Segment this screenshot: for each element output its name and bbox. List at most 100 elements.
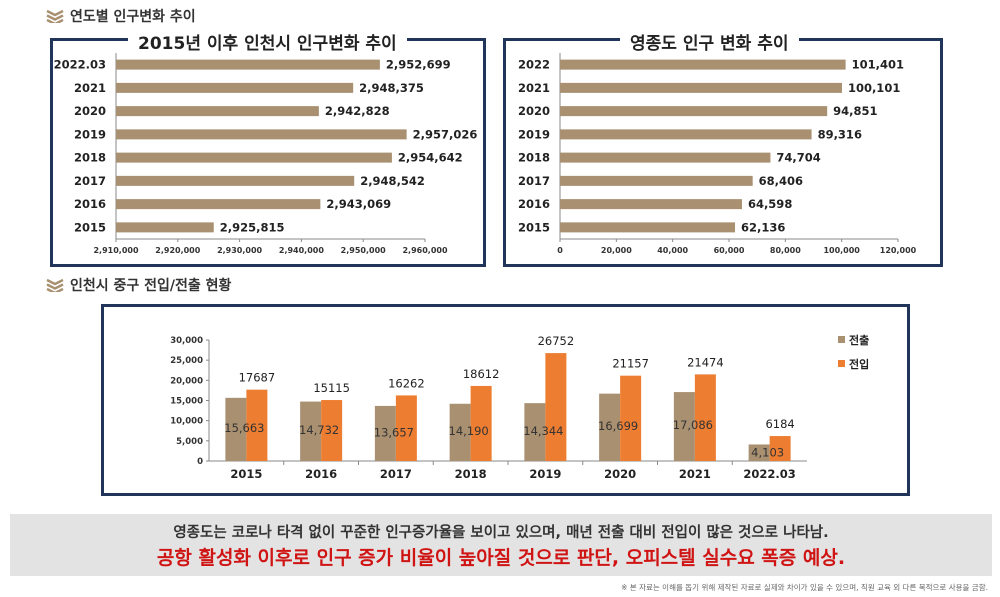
move-out-bar xyxy=(673,392,695,461)
yeongjong-value-label: 74,704 xyxy=(776,151,820,165)
migration-category-label: 2015 xyxy=(230,467,262,481)
yeongjong-category-label: 2018 xyxy=(518,151,550,165)
incheon-category-label: 2015 xyxy=(74,220,106,234)
migration-y-tick-label: 10,000 xyxy=(170,417,203,427)
section-title-migration-text: 인천시 중구 전입/전출 현황 xyxy=(70,278,232,294)
yeongjong-category-label: 2015 xyxy=(518,220,550,234)
move-in-bar xyxy=(246,389,268,461)
yeongjong-x-tick-label: 0 xyxy=(557,246,563,255)
footnote: ※ 본 자료는 이해를 돕기 위해 제작된 자료로 실제와 차이가 있을 수 있… xyxy=(621,583,988,592)
yeongjong-bar xyxy=(560,129,812,140)
incheon-value-label: 2,948,375 xyxy=(359,81,424,95)
yeongjong-category-label: 2020 xyxy=(518,104,550,118)
migration-category-label: 2018 xyxy=(455,467,487,481)
yeongjong-bar xyxy=(560,152,771,163)
move-in-value-label: 15115 xyxy=(313,381,350,395)
move-in-bar xyxy=(694,374,716,461)
summary-line-2: 공항 활성화 이후로 인구 증가 비율이 높아질 것으로 판단, 오피스텔 실수… xyxy=(156,547,846,569)
yeongjong-value-label: 64,598 xyxy=(748,197,792,211)
yeongjong-value-label: 101,401 xyxy=(852,58,904,72)
move-in-value-label: 26752 xyxy=(538,334,575,348)
yeongjong-chart-title: 영종도 인구 변화 추이 xyxy=(620,29,799,54)
incheon-bar xyxy=(116,222,214,233)
move-out-value-label: 14,344 xyxy=(523,424,563,438)
move-in-bar xyxy=(620,375,642,461)
legend-move-out-swatch xyxy=(838,336,845,343)
section-title-annual-text: 연도별 인구변화 추이 xyxy=(70,9,196,25)
yeongjong-bar xyxy=(560,82,842,93)
move-out-bar xyxy=(225,397,247,461)
summary-line-1: 영종도는 코로나 타격 없이 꾸준한 인구증가율을 보이고 있으며, 매년 전출… xyxy=(173,525,829,541)
incheon-category-label: 2017 xyxy=(74,174,106,188)
incheon-x-tick-label: 2,920,000 xyxy=(155,246,200,255)
move-out-bar xyxy=(599,393,621,461)
migration-category-label: 2019 xyxy=(529,467,561,481)
incheon-chart-title: 2015년 이후 인천시 인구변화 추이 xyxy=(128,29,407,54)
move-in-bar xyxy=(769,436,791,461)
yeongjong-value-label: 100,101 xyxy=(848,81,900,95)
migration-y-tick-label: 0 xyxy=(197,457,203,467)
move-out-bar xyxy=(748,444,770,461)
move-in-value-label: 21157 xyxy=(612,357,649,371)
incheon-category-label: 2018 xyxy=(74,151,106,165)
migration-chart-panel: 0 5,000 10,000 15,000 20,000 25,000 30,000 2015… xyxy=(101,304,910,496)
yeongjong-category-label: 2022 xyxy=(518,58,550,72)
incheon-value-label: 2,943,069 xyxy=(326,197,391,211)
move-in-bar xyxy=(395,395,417,461)
incheon-bar xyxy=(116,82,354,93)
legend-move-in-label: 전입 xyxy=(849,357,869,371)
move-out-value-label: 15,663 xyxy=(224,421,264,435)
incheon-value-label: 2,948,542 xyxy=(360,174,425,188)
incheon-category-label: 2020 xyxy=(74,104,106,118)
move-in-bar xyxy=(470,385,492,461)
migration-category-label: 2021 xyxy=(679,467,711,481)
migration-y-tick-label: 30,000 xyxy=(170,336,203,346)
move-out-value-label: 4,103 xyxy=(751,445,784,459)
section-title-annual: 연도별 인구변화 추이 xyxy=(46,6,196,26)
yeongjong-bar xyxy=(560,222,736,233)
move-in-bar xyxy=(545,353,567,461)
yeongjong-population-chart: 2022 101,401 2021 100,101 2020 94,851 2019 89,3… xyxy=(518,53,917,255)
yeongjong-x-tick-label: 40,000 xyxy=(657,246,688,255)
incheon-value-label: 2,925,815 xyxy=(220,220,285,234)
yeongjong-x-tick-label: 20,000 xyxy=(601,246,632,255)
stack-icon xyxy=(46,9,64,23)
yeongjong-value-label: 94,851 xyxy=(833,104,877,118)
incheon-bar xyxy=(116,199,321,210)
incheon-x-tick-label: 2,950,000 xyxy=(341,246,386,255)
incheon-value-label: 2,952,699 xyxy=(386,58,451,72)
incheon-x-tick-label: 2,930,000 xyxy=(217,246,262,255)
migration-category-label: 2017 xyxy=(380,467,412,481)
yeongjong-x-tick-label: 60,000 xyxy=(714,246,745,255)
incheon-bar xyxy=(116,106,319,117)
incheon-bar xyxy=(116,175,355,186)
move-out-bar xyxy=(374,405,396,461)
incheon-category-label: 2021 xyxy=(74,81,106,95)
incheon-x-tick-label: 2,910,000 xyxy=(93,246,138,255)
move-out-value-label: 16,699 xyxy=(598,419,638,433)
move-in-value-label: 6184 xyxy=(765,417,794,431)
incheon-bar xyxy=(116,129,407,140)
move-out-value-label: 17,086 xyxy=(673,418,713,432)
yeongjong-value-label: 62,136 xyxy=(741,220,785,234)
legend-move-out-label: 전출 xyxy=(849,333,869,347)
migration-category-label: 2022.03 xyxy=(743,467,795,481)
move-in-bar xyxy=(321,400,343,461)
incheon-value-label: 2,957,026 xyxy=(413,127,478,141)
yeongjong-bar xyxy=(560,199,742,210)
move-out-bar xyxy=(524,403,546,461)
migration-y-tick-label: 15,000 xyxy=(170,397,203,407)
move-in-value-label: 17687 xyxy=(239,371,276,385)
move-out-value-label: 13,657 xyxy=(374,425,414,439)
move-in-value-label: 16262 xyxy=(388,376,425,390)
incheon-x-tick-label: 2,960,000 xyxy=(402,246,447,255)
incheon-category-label: 2022.03 xyxy=(54,58,106,72)
incheon-value-label: 2,942,828 xyxy=(325,104,390,118)
incheon-value-label: 2,954,642 xyxy=(398,151,463,165)
migration-chart: 0 5,000 10,000 15,000 20,000 25,000 30,000 2015… xyxy=(170,333,869,481)
section-title-migration: 인천시 중구 전입/전출 현황 xyxy=(46,275,231,295)
migration-category-label: 2016 xyxy=(305,467,337,481)
move-out-bar xyxy=(449,403,471,461)
move-in-value-label: 18612 xyxy=(463,367,500,381)
move-out-bar xyxy=(300,401,322,461)
